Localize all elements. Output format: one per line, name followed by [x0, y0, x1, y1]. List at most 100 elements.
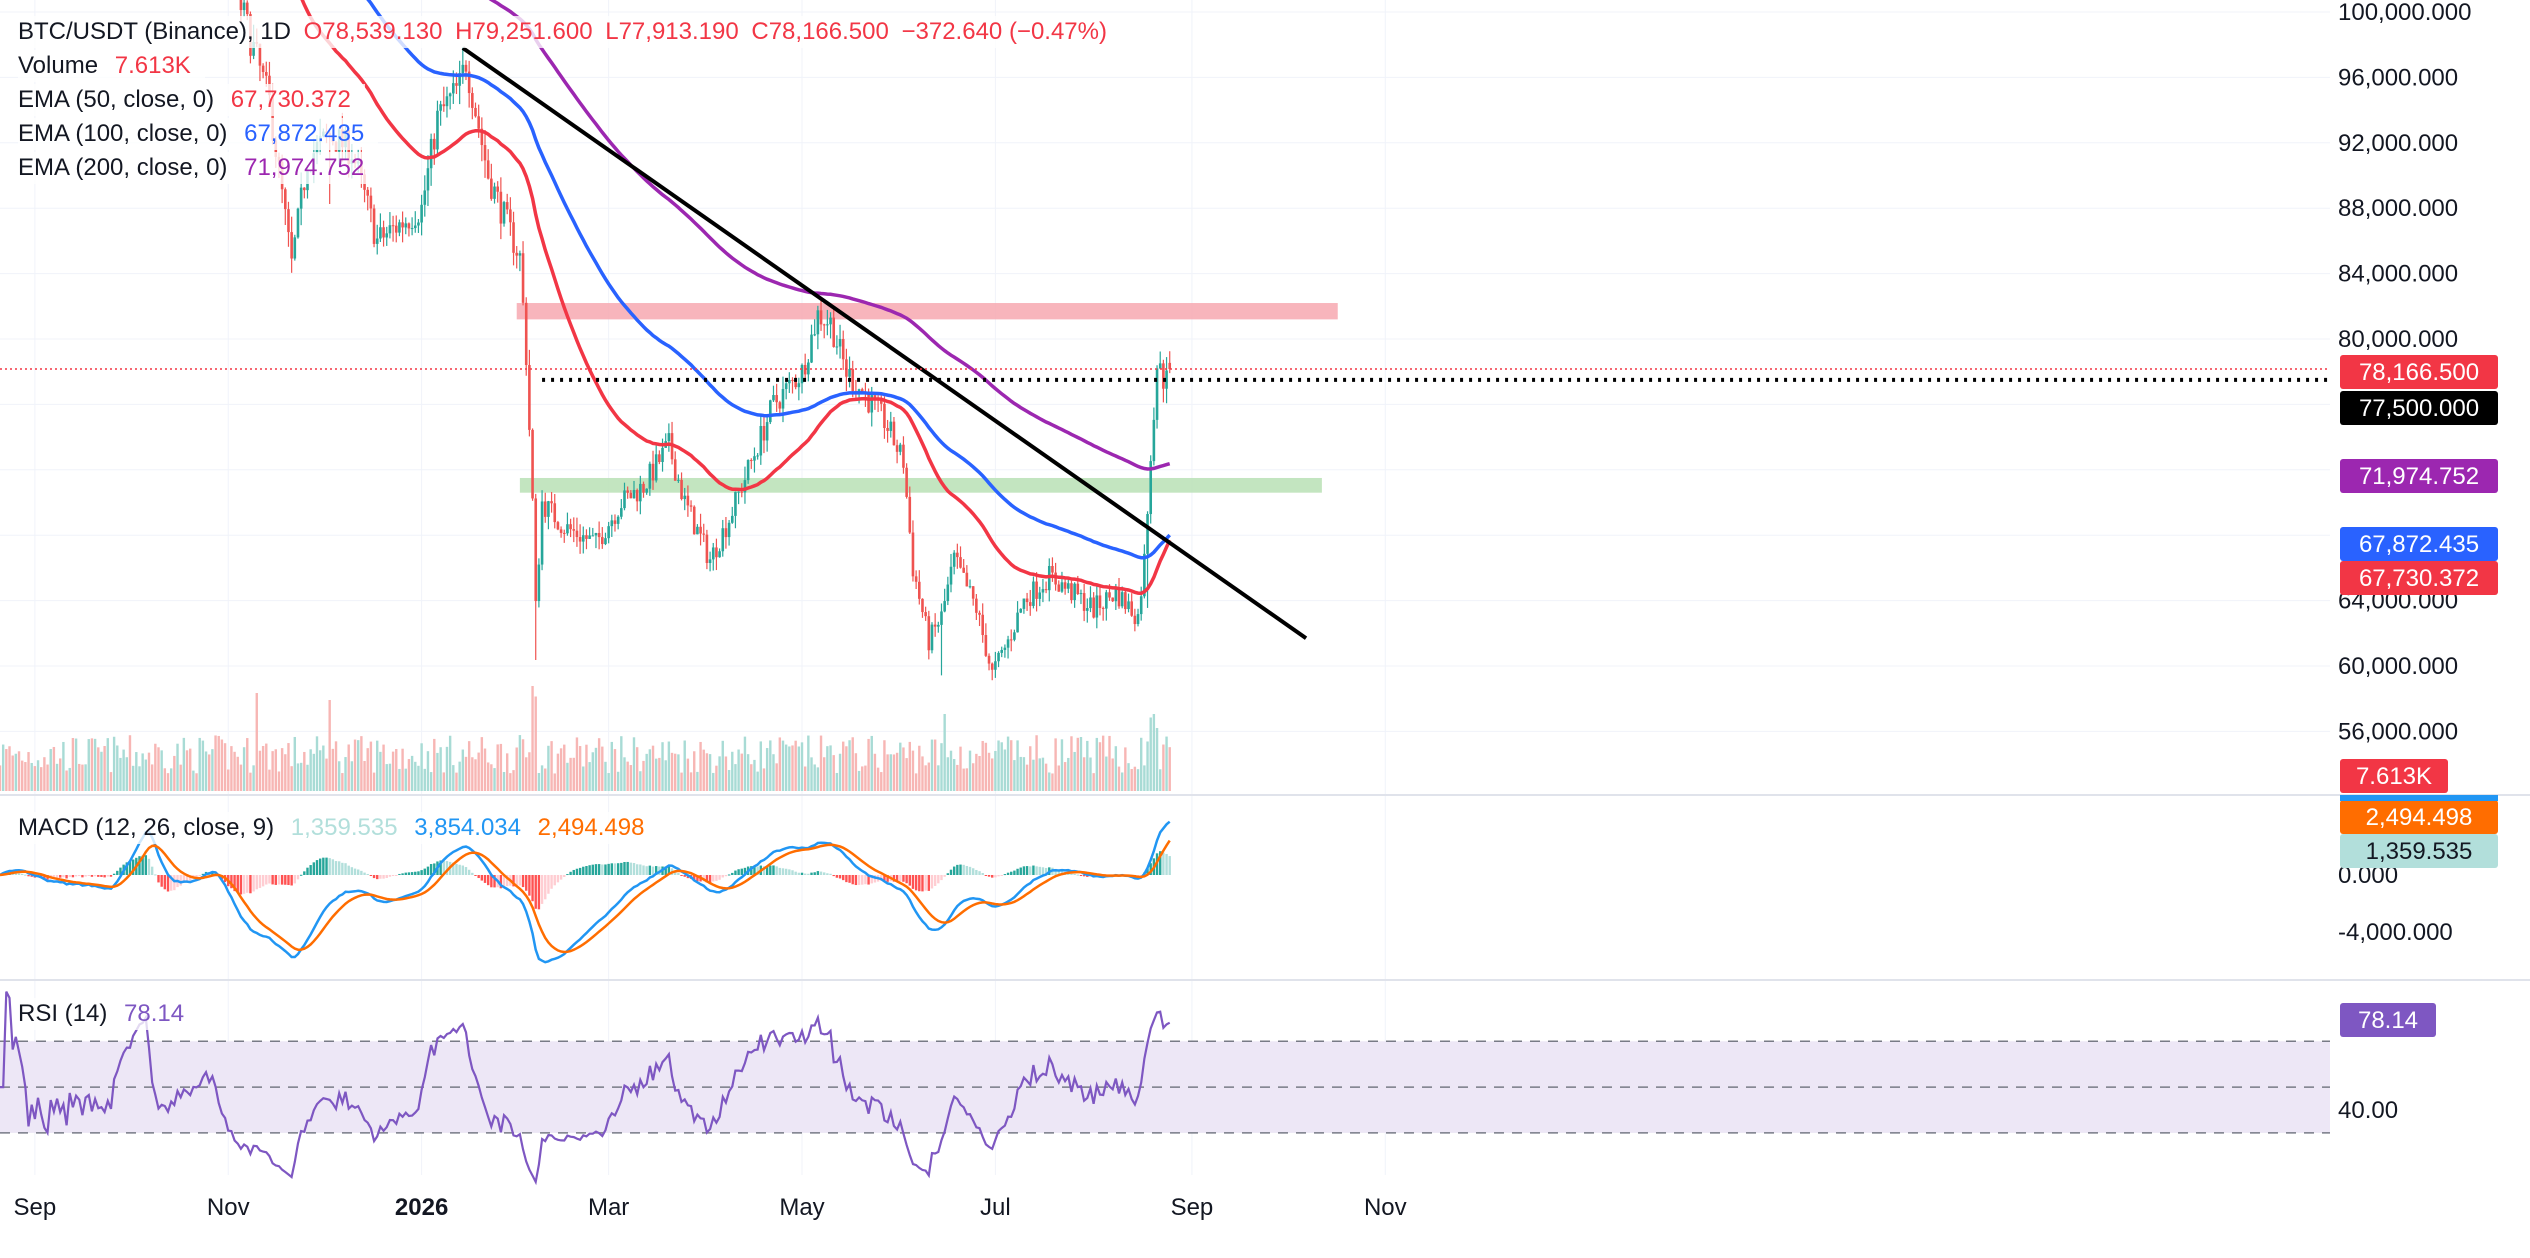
macd-histogram-bar — [724, 875, 728, 877]
volume-bar — [654, 758, 658, 791]
candle-body — [252, 42, 255, 56]
macd-histogram-bar — [480, 875, 484, 881]
candle-body — [791, 379, 794, 381]
candle-body — [775, 395, 778, 403]
badge-ema100-bg — [2340, 527, 2498, 561]
volume-bar — [959, 746, 962, 791]
volume-bar — [249, 772, 252, 791]
volume-bar — [540, 765, 544, 791]
candle-body — [490, 178, 493, 199]
macd-histogram-bar — [407, 872, 411, 875]
volume-bar — [331, 748, 335, 791]
candle-body — [940, 611, 943, 625]
price-axis[interactable]: 100,000.000 96,000.000 92,000.000 88,000.00… — [2338, 0, 2471, 1124]
volume-bar — [731, 751, 734, 791]
macd-histogram-bar — [588, 865, 591, 875]
volume-bar — [528, 752, 531, 791]
macd-histogram-bar — [601, 864, 604, 875]
macd-histogram-bar — [959, 864, 962, 875]
volume-bar — [1117, 766, 1121, 791]
badge-rsi-bg — [2340, 1003, 2436, 1037]
volume-bar — [826, 746, 829, 791]
candle-body — [705, 534, 709, 563]
macd-histogram-bar — [1054, 868, 1057, 875]
macd-histogram-bar — [306, 867, 309, 875]
macd-histogram-bar — [781, 868, 785, 875]
candle-body — [692, 506, 696, 535]
macd-histogram-bar — [62, 875, 65, 878]
macd-histogram-bar — [911, 875, 915, 889]
volume-bar — [1051, 773, 1054, 791]
macd-histogram-bar — [949, 869, 953, 875]
volume-bar — [214, 735, 217, 791]
macd-histogram-bar — [1010, 871, 1013, 875]
candle-body — [1073, 583, 1076, 601]
candle-body — [613, 520, 617, 524]
macd-histogram-bar — [417, 871, 420, 875]
candle-body — [432, 138, 436, 150]
volume-bar — [677, 754, 680, 791]
candle-body — [949, 566, 953, 585]
macd-histogram-bar — [252, 875, 255, 892]
candle-body — [455, 83, 458, 86]
volume-bar — [442, 772, 445, 791]
candle-body — [867, 394, 870, 413]
candle-body — [914, 576, 918, 582]
candle-body — [499, 191, 503, 224]
candle-body — [610, 520, 614, 527]
candle-body — [987, 655, 991, 664]
candle-body — [623, 490, 626, 509]
volume-bar — [284, 754, 287, 791]
volume-bar — [1092, 773, 1095, 791]
candle-body — [661, 447, 664, 463]
candle-body — [385, 233, 389, 238]
candle-body — [439, 104, 442, 111]
macd-histogram-bar — [784, 868, 788, 875]
volume-bar — [299, 762, 303, 791]
macd-histogram-bar — [616, 863, 620, 875]
candle-body — [1152, 419, 1156, 462]
volume-bar — [125, 757, 128, 791]
macd-histogram-bar — [921, 875, 924, 892]
volume-bar — [112, 736, 116, 791]
candle-body — [962, 567, 965, 573]
volume-bar — [591, 752, 594, 791]
legend-volume: Volume 7.613K — [18, 50, 205, 82]
volume-bar — [918, 745, 921, 791]
macd-histogram-bar — [1076, 874, 1079, 876]
candle-body — [648, 463, 652, 489]
macd-histogram-bar — [788, 869, 791, 875]
volume-bar — [575, 737, 579, 791]
candle-body — [1032, 581, 1035, 606]
time-axis[interactable]: Sep Nov 2026 Mar May Jul Sep Nov — [14, 1194, 1407, 1221]
candle-body — [711, 547, 715, 560]
candle-body — [918, 581, 921, 599]
macd-histogram-bar — [442, 860, 445, 875]
candle-body — [902, 444, 905, 468]
candle-body — [382, 227, 385, 238]
candle-body — [556, 522, 560, 530]
macd-histogram-bar — [648, 865, 652, 875]
volume-bar — [87, 739, 90, 791]
macd-histogram-bar — [1041, 867, 1045, 875]
macd-histogram-bar — [242, 875, 246, 894]
macd-histogram-bar — [762, 866, 766, 875]
volume-bar — [36, 760, 40, 791]
candle-body — [759, 425, 763, 456]
volume-bar — [544, 768, 547, 791]
macd-histogram-bar — [483, 875, 487, 883]
candle-body — [677, 479, 680, 481]
candle-body — [461, 64, 465, 74]
volume-bar — [689, 772, 693, 791]
volume-bar — [905, 758, 908, 791]
volume-bar — [911, 750, 915, 791]
macd-histogram-bar — [14, 872, 18, 875]
volume-bar — [220, 739, 224, 791]
macd-histogram-bar — [382, 875, 385, 879]
volume-bar — [556, 753, 560, 791]
candle-body — [816, 310, 820, 335]
volume-bar — [943, 714, 946, 791]
candle-body — [442, 104, 446, 107]
